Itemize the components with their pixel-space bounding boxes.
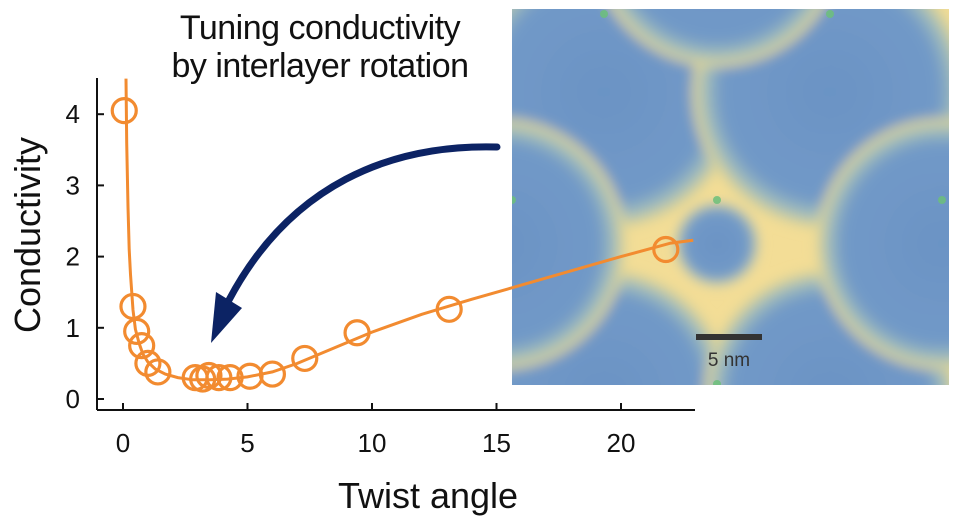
data-point [216,364,244,392]
moire-inset-image [512,9,949,385]
y-axis-label: Conductivity [7,137,48,333]
data-point [258,360,286,388]
moire-node [713,380,721,385]
data-point [652,235,680,264]
x-tick-label: 20 [607,428,636,458]
pointer-arrowhead [211,292,242,343]
moire-cell [816,118,949,370]
data-point [195,361,223,390]
pointer-arrow [225,143,501,304]
moire-cell [610,9,824,67]
x-tick-label: 10 [358,428,387,458]
x-tick-label: 5 [240,428,254,458]
y-tick-label: 3 [66,170,80,200]
data-point [110,97,138,125]
y-tick-label: 0 [66,384,80,414]
axes: 0 5 10 15 20 0 1 2 3 4 [66,78,695,458]
chart-title-line-1: Tuning conductivity [179,9,461,47]
x-tick-label: 15 [482,428,511,458]
data-point [205,364,233,392]
scale-bar [696,334,762,340]
fit-curve [124,78,694,382]
moire-node [826,10,834,18]
moire-cell [675,202,759,286]
moire-node [512,196,516,204]
moire-node [713,196,721,204]
y-tick-label: 1 [66,313,80,343]
x-tick-label: 0 [116,428,130,458]
data-point [343,319,371,347]
x-axis-label: Twist angle [338,475,518,516]
data-point [128,332,156,360]
data-points [110,97,680,393]
y-tick-label: 4 [66,99,80,129]
data-point [123,317,151,345]
chart-title-line-2: by interlayer rotation [171,47,469,85]
data-point [435,295,463,323]
moire-node [938,196,946,204]
data-point [291,344,319,373]
scale-bar-label: 5 nm [708,350,750,371]
y-tick-label: 2 [66,242,80,272]
moire-node [600,10,608,18]
data-point [144,358,172,386]
moire-cell [512,118,626,370]
